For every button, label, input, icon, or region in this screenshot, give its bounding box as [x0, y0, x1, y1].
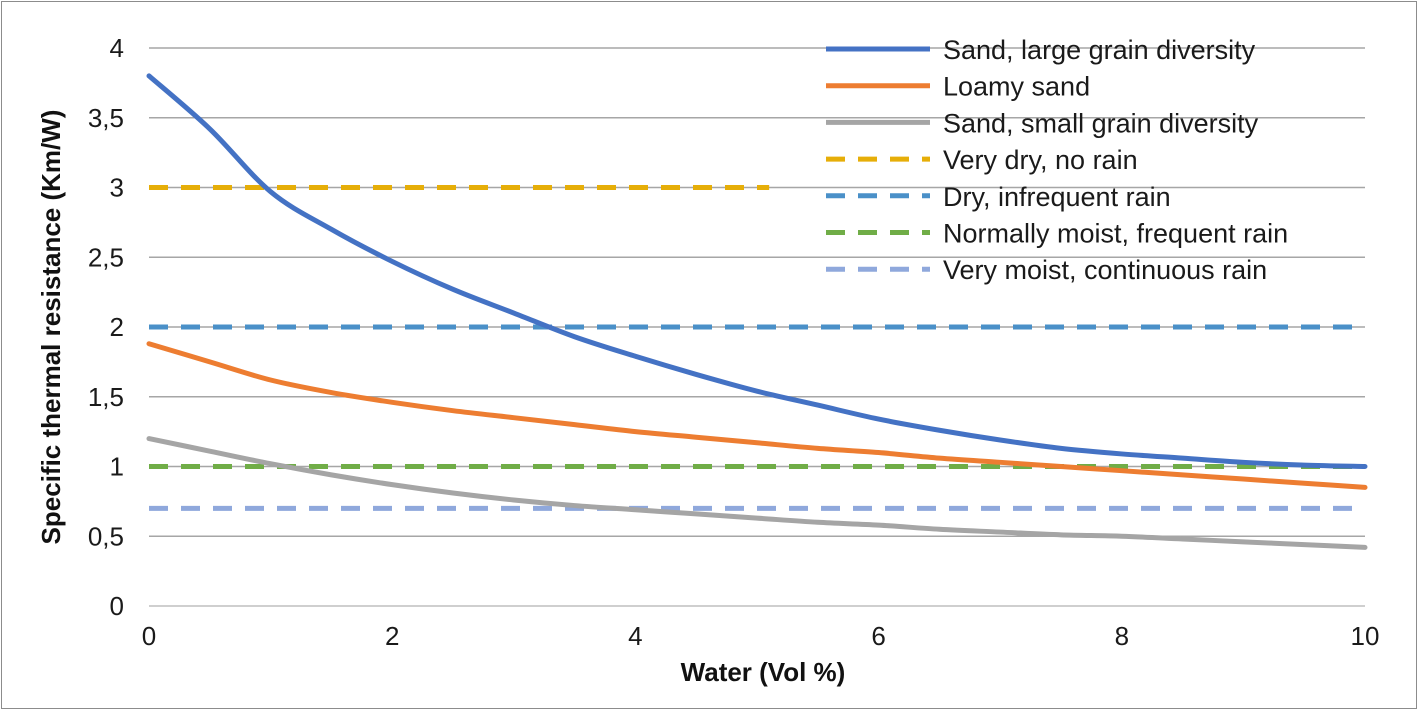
legend-label: Dry, infrequent rain	[943, 182, 1171, 212]
legend-label: Normally moist, frequent rain	[943, 219, 1288, 249]
x-axis-ticks: 0 2 4 6 8 10	[142, 621, 1380, 651]
x-axis-title: Water (Vol %)	[681, 657, 846, 687]
y-axis-ticks: 0 0,5 1 1,5 2 2,5 3 3,5 4	[88, 33, 124, 621]
y-tick-label: 3,5	[88, 103, 124, 133]
series-lines	[146, 73, 1368, 550]
x-tick-label: 8	[1115, 621, 1129, 651]
x-tick-label: 10	[1351, 621, 1380, 651]
y-axis-title: Specific thermal resistance (Km/W)	[36, 110, 66, 545]
legend-label: Sand, large grain diversity	[943, 35, 1256, 65]
x-tick-label: 4	[628, 621, 642, 651]
series-line-sand-large-grain-diversity	[146, 73, 1368, 469]
y-tick-label: 1,5	[88, 382, 124, 412]
gridlines	[149, 47, 1365, 607]
legend-label: Very moist, continuous rain	[943, 255, 1267, 285]
x-tick-label: 6	[871, 621, 885, 651]
y-tick-label: 2,5	[88, 242, 124, 272]
legend-label: Loamy sand	[943, 72, 1090, 102]
series-line-loamy-sand	[146, 341, 1368, 490]
x-tick-label: 0	[142, 621, 156, 651]
legend-label: Sand, small grain diversity	[943, 108, 1259, 138]
y-tick-label: 0	[110, 591, 124, 621]
y-tick-label: 3	[110, 173, 124, 203]
y-tick-label: 2	[110, 312, 124, 342]
y-tick-label: 4	[110, 33, 124, 63]
legend: Sand, large grain diversity Loamy sand San…	[826, 35, 1288, 285]
legend-label: Very dry, no rain	[943, 145, 1138, 175]
x-tick-label: 2	[385, 621, 399, 651]
series-line-sand-small-grain-diversity	[146, 436, 1368, 550]
y-tick-label: 0,5	[88, 521, 124, 551]
y-tick-label: 1	[110, 452, 124, 482]
